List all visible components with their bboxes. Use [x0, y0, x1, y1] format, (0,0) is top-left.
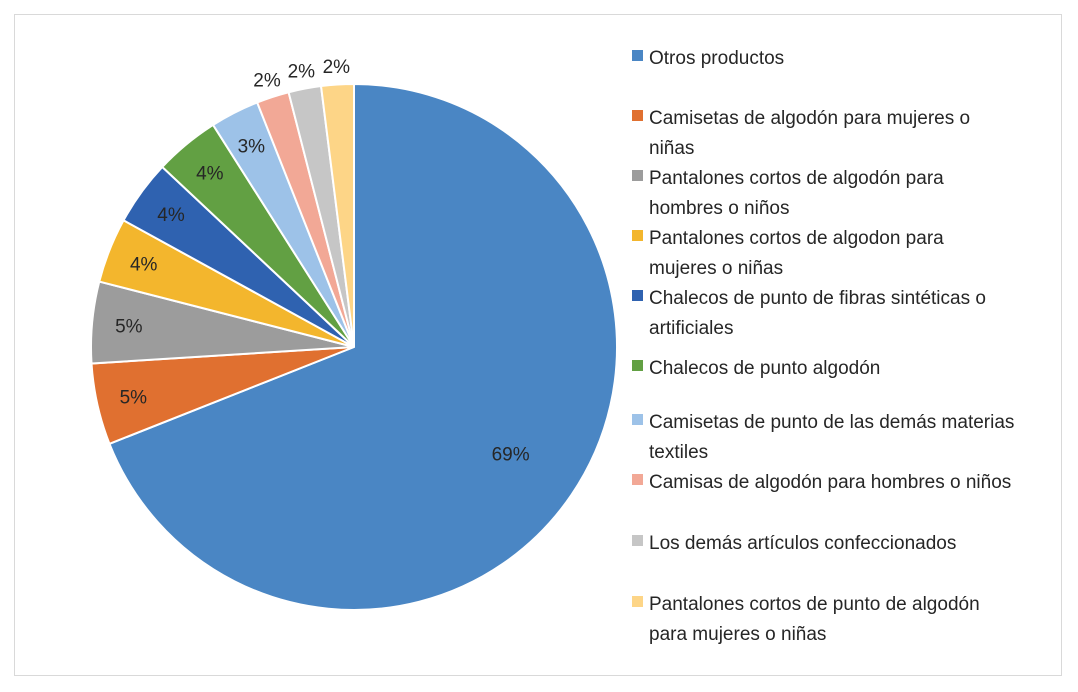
legend-swatch: [632, 596, 643, 607]
legend-label: Los demás artículos confeccionados: [649, 533, 957, 554]
legend-label: Pantalones cortos de algodon para mujere…: [649, 228, 944, 279]
data-label-2: 5%: [120, 387, 148, 408]
legend-swatch: [632, 535, 643, 546]
pie-slice-10: [319, 82, 355, 348]
legend-label: Camisetas de algodón para mujeres o niña…: [649, 108, 971, 159]
data-label-10: 2%: [323, 57, 351, 78]
legend-label: Pantalones cortos de punto de algodón pa…: [649, 594, 980, 645]
legend-item: Pantalones cortos de algodón para hombre…: [632, 164, 944, 224]
legend-swatch: [632, 110, 643, 121]
legend-item: Pantalones cortos de algodon para mujere…: [632, 224, 944, 284]
data-label-5: 4%: [157, 205, 185, 226]
legend-item: Los demás artículos confeccionados: [632, 529, 956, 559]
legend-swatch: [632, 360, 643, 371]
legend-swatch: [632, 414, 643, 425]
legend-label: Chalecos de punto algodón: [649, 358, 881, 379]
legend-label: Otros productos: [649, 48, 785, 69]
legend-item: Camisetas de algodón para mujeres o niña…: [632, 104, 970, 164]
legend-swatch: [632, 290, 643, 301]
data-label-7: 3%: [238, 137, 266, 158]
data-label-4: 4%: [130, 255, 158, 276]
legend-item: Camisas de algodón para hombres o niños: [632, 468, 1011, 498]
legend-label: Camisas de algodón para hombres o niños: [649, 472, 1012, 493]
legend-swatch: [632, 474, 643, 485]
legend-item: Camisetas de punto de las demás materias…: [632, 408, 1014, 468]
data-label-6: 4%: [196, 164, 224, 185]
pie-slice-1: [108, 82, 618, 611]
legend-swatch: [632, 50, 643, 61]
legend-label: Pantalones cortos de algodón para hombre…: [649, 168, 944, 219]
legend-label: Chalecos de punto de fibras sintéticas o…: [649, 288, 986, 339]
data-label-1: 69%: [492, 444, 530, 465]
data-label-3: 5%: [115, 317, 143, 338]
legend-label: Camisetas de punto de las demás materias…: [649, 412, 1015, 463]
legend-item: Chalecos de punto algodón: [632, 354, 880, 384]
legend-item: Chalecos de punto de fibras sintéticas o…: [632, 284, 986, 344]
legend-swatch: [632, 230, 643, 241]
data-label-8: 2%: [253, 70, 281, 91]
data-label-9: 2%: [288, 62, 316, 83]
legend-item: Otros productos: [632, 44, 784, 74]
legend-swatch: [632, 170, 643, 181]
legend-item: Pantalones cortos de punto de algodón pa…: [632, 590, 980, 650]
